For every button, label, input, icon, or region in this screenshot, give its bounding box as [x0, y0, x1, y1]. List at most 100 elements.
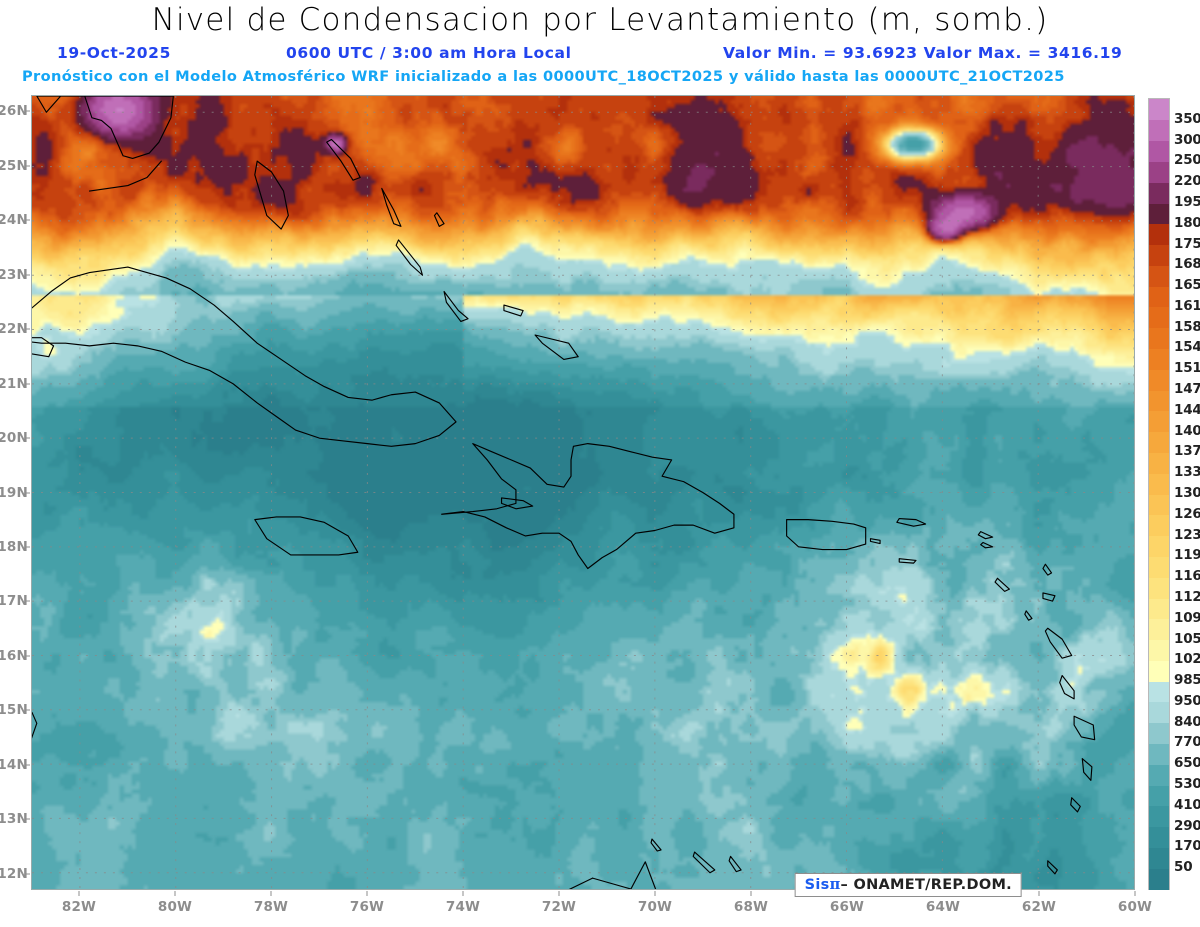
- colorbar-tick-label: 650: [1174, 755, 1200, 772]
- x-tick-mark: [558, 891, 560, 896]
- colorbar-tick-label: 290: [1174, 817, 1200, 834]
- x-tick-label: 60W: [1117, 899, 1153, 915]
- x-tick-label: 70W: [637, 899, 673, 915]
- colorbar-segment: [1149, 618, 1169, 641]
- y-tick-mark: [25, 655, 30, 657]
- x-tick-mark: [750, 891, 752, 896]
- model-subtitle: Pronóstico con el Modelo Atmosférico WRF…: [22, 68, 1065, 85]
- colorbar-tick-label: 2500: [1174, 152, 1200, 169]
- lcl-shaded-field: [32, 96, 1134, 889]
- colorbar-tick-label: 1230: [1174, 526, 1200, 543]
- y-tick-mark: [25, 818, 30, 820]
- colorbar-tick-label: 1950: [1174, 193, 1200, 210]
- colorbar-segment: [1149, 556, 1169, 578]
- forecast-time: 0600 UTC / 3:00 am Hora Local: [286, 44, 572, 62]
- colorbar-tick-label: 1750: [1174, 235, 1200, 252]
- y-tick-mark: [25, 546, 30, 548]
- colorbar-tick-label: 770: [1174, 734, 1200, 751]
- x-tick-mark: [1038, 891, 1040, 896]
- colorbar-tick-label: 3000: [1174, 131, 1200, 148]
- y-tick-mark: [25, 600, 30, 602]
- y-tick-mark: [25, 437, 30, 439]
- y-tick-mark: [25, 110, 30, 112]
- y-tick-label: 13N: [0, 811, 28, 828]
- x-tick-mark: [654, 891, 656, 896]
- map-plot-area: [31, 95, 1135, 890]
- x-tick-mark: [270, 891, 272, 896]
- colorbar-segment: [1149, 743, 1169, 765]
- x-tick-mark: [78, 891, 80, 896]
- colorbar-tick-label: 1440: [1174, 401, 1200, 418]
- y-tick-mark: [25, 274, 30, 276]
- colorbar-segment: [1149, 785, 1169, 807]
- colorbar-tick-label: 1510: [1174, 360, 1200, 377]
- y-tick-mark: [25, 383, 30, 385]
- x-tick-label: 66W: [829, 899, 865, 915]
- colorbar-tick-label: 2200: [1174, 173, 1200, 190]
- colorbar-tick-label: 1370: [1174, 443, 1200, 460]
- colorbar-segment: [1149, 327, 1169, 350]
- colorbar-tick-label: 1545: [1174, 339, 1200, 356]
- brand-name: Sis: [804, 877, 830, 893]
- colorbar-tick-label: 985: [1174, 672, 1200, 689]
- colorbar-segment: [1149, 473, 1169, 495]
- y-tick-label: 16N: [0, 647, 28, 664]
- x-tick-label: 68W: [733, 899, 769, 915]
- colorbar-segment: [1149, 223, 1169, 246]
- colorbar-segment: [1149, 514, 1169, 537]
- page-title: Nivel de Condensacion por Levantamiento …: [151, 2, 1049, 38]
- y-tick-mark: [25, 328, 30, 330]
- y-tick-mark: [25, 709, 30, 711]
- colorbar-tick-label: 1405: [1174, 422, 1200, 439]
- colorbar-tick-label: 1055: [1174, 630, 1200, 647]
- colorbar-tick-label: 1160: [1174, 568, 1200, 585]
- x-tick-label: 62W: [1021, 899, 1057, 915]
- colorbar-tick-label: 410: [1174, 796, 1200, 813]
- colorbar-segment: [1149, 390, 1169, 412]
- colorbar-segment: [1149, 805, 1169, 828]
- colorbar-tick-label: 1800: [1174, 214, 1200, 231]
- y-tick-label: 21N: [0, 375, 28, 392]
- colorbar-tick-label: 1650: [1174, 277, 1200, 294]
- x-tick-label: 74W: [445, 899, 481, 915]
- colorbar-tick-label: 1020: [1174, 651, 1200, 668]
- colorbar-segment: [1149, 119, 1169, 142]
- colorbar-tick-label: 1580: [1174, 318, 1200, 335]
- x-tick-label: 72W: [541, 899, 577, 915]
- colorbar-segment: [1149, 99, 1169, 121]
- colorbar-tick-label: 530: [1174, 776, 1200, 793]
- colorbar-segment: [1149, 348, 1169, 370]
- colorbar-tick-label: 50: [1174, 859, 1193, 876]
- y-tick-label: 15N: [0, 702, 28, 719]
- colorbar-tick-label: 1335: [1174, 464, 1200, 481]
- colorbar-segment: [1149, 764, 1169, 786]
- colorbar-tick-label: 840: [1174, 713, 1200, 730]
- y-tick-label: 26N: [0, 103, 28, 120]
- y-tick-label: 23N: [0, 266, 28, 283]
- value-minmax: Valor Min. = 93.6923 Valor Max. = 3416.1…: [723, 44, 1123, 62]
- x-tick-label: 78W: [253, 899, 289, 915]
- dash-separator: –: [840, 877, 849, 893]
- colorbar-segment: [1149, 597, 1169, 620]
- colorbar-segment: [1149, 577, 1169, 599]
- colorbar-segment: [1149, 202, 1169, 225]
- x-tick-label: 82W: [61, 899, 97, 915]
- colorbar-segment: [1149, 494, 1169, 516]
- colorbar-tick-label: 3500: [1174, 110, 1200, 127]
- colorbar: [1148, 98, 1170, 890]
- colorbar-segment: [1149, 431, 1169, 453]
- colorbar-segment: [1149, 306, 1169, 329]
- y-tick-label: 18N: [0, 538, 28, 555]
- y-tick-mark: [25, 492, 30, 493]
- colorbar-tick-label: 1615: [1174, 297, 1200, 314]
- chart-header: Nivel de Condensacion por Levantamiento …: [0, 0, 1200, 95]
- y-tick-label: 20N: [0, 430, 28, 447]
- colorbar-segment: [1149, 868, 1169, 890]
- forecast-date: 19-Oct-2025: [57, 44, 171, 62]
- colorbar-tick-label: 1195: [1174, 547, 1200, 564]
- y-tick-label: 22N: [0, 321, 28, 338]
- colorbar-tick-label: 1475: [1174, 381, 1200, 398]
- colorbar-segment: [1149, 701, 1169, 724]
- y-tick-mark: [25, 219, 30, 221]
- x-tick-mark: [174, 891, 176, 896]
